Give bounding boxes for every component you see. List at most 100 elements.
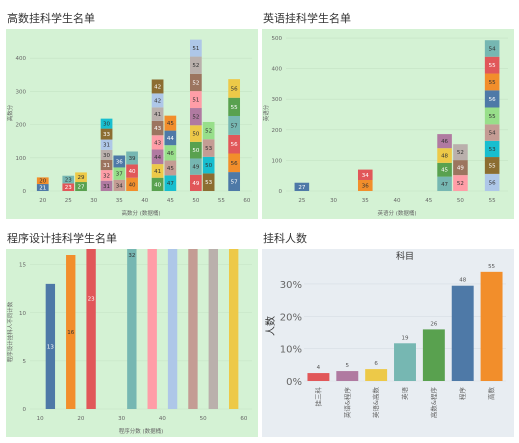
stacked-bar-segment	[151, 120, 164, 136]
stacked-bar-segment	[164, 130, 177, 146]
y-tick-label: 0%	[286, 377, 302, 388]
bar	[451, 285, 474, 381]
x-axis-label: 程序分数 (数据桶)	[119, 427, 164, 435]
bar-value-label: 26	[430, 321, 437, 327]
x-tick-label: 60	[240, 416, 247, 422]
stacked-bar-segment	[484, 40, 500, 57]
bar	[394, 343, 416, 381]
stacked-bar-segment	[66, 255, 76, 409]
y-tick-label: 20%	[280, 312, 302, 323]
stacked-bar-segment	[113, 179, 126, 191]
stacked-bar-segment	[228, 97, 241, 116]
segment-value-label: 29	[78, 175, 85, 181]
y-tick-label: 0	[23, 189, 27, 195]
stacked-bar-segment	[437, 134, 452, 149]
stacked-bar-segment	[36, 177, 49, 185]
stacked-bar-segment	[189, 73, 202, 92]
stacked-bar-segment	[189, 125, 202, 142]
programming-failed-students-chart: 0 5 10 15 10 20 30 40 50 60 程序分数 (数据桶) 程序设计挂科人不同计数 1…	[6, 249, 258, 437]
stacked-bar-segment	[484, 56, 500, 74]
bar	[480, 271, 503, 381]
stacked-bar-segment	[100, 139, 113, 150]
segment-value-label: 41	[154, 112, 161, 118]
segment-value-label: 43	[154, 140, 161, 146]
x-tick-label: 45	[167, 198, 174, 204]
stacked-bar-segment	[113, 167, 126, 180]
stacked-bar-segment	[126, 151, 138, 165]
y-tick-label: 400	[272, 67, 283, 73]
segment-value-label: 34	[362, 173, 369, 179]
segment-value-label: 30	[103, 153, 110, 159]
segment-value-label: 50	[192, 148, 199, 154]
segment-value-label: 23	[88, 296, 95, 302]
stacked-bar-segment	[228, 134, 241, 154]
segment-value-label: 31	[103, 163, 110, 169]
bar	[307, 373, 330, 381]
bar-value-label: 48	[459, 278, 466, 284]
segment-value-label: 45	[167, 166, 174, 172]
segment-value-label: 31	[103, 143, 110, 149]
segment-value-label: 44	[167, 136, 174, 142]
stacked-bar-segment	[357, 179, 373, 191]
stacked-bar-segment	[100, 170, 113, 181]
stacked-bar-segment	[164, 115, 177, 131]
segment-value-label: 54	[489, 131, 496, 137]
bar	[365, 369, 388, 381]
x-tick-label: 35	[116, 198, 123, 204]
segment-value-label: 56	[489, 180, 496, 186]
english-failed-students-chart: 0 100 200 300 400 500 25 30 35 40 45 50 55 英语分 (数据桶) 英…	[262, 29, 514, 219]
stacked-bar-segment	[189, 174, 202, 191]
stacked-bar-segment	[437, 148, 452, 163]
stacked-bar-segment	[484, 124, 500, 141]
bar-value-label: 4	[317, 365, 321, 371]
stacked-bar-segment	[75, 172, 87, 183]
y-tick-label: 300	[272, 97, 283, 103]
stacked-bar-segment	[294, 182, 310, 191]
x-tick-label: 40	[159, 416, 166, 422]
segment-value-label: 39	[129, 156, 136, 162]
stacked-bar-segment	[484, 73, 500, 91]
panel-title-english: 英语挂科学生名单	[263, 12, 351, 25]
y-tick-label: 200	[272, 128, 283, 134]
x-tick-label: 英语&程序	[342, 387, 351, 419]
segment-value-label: 52	[192, 115, 199, 121]
y-tick-label: 500	[272, 36, 283, 42]
segment-value-label: 47	[441, 182, 448, 188]
segment-value-label: 51	[192, 98, 199, 104]
stacked-bar-segment	[151, 93, 164, 108]
segment-value-label: 56	[231, 86, 238, 92]
y-tick-label: 10%	[280, 345, 302, 356]
segment-value-label: 13	[47, 344, 54, 350]
stacked-bar-segment	[151, 164, 164, 178]
x-tick-label: 高数&程序	[429, 387, 438, 419]
stacked-bar-segment	[453, 160, 468, 176]
bar-value-label: 19	[402, 335, 409, 341]
x-tick-label: 30	[330, 198, 337, 204]
stacked-bar-segment	[189, 108, 202, 126]
stacked-bar-segment	[100, 149, 113, 160]
segment-value-label: 57	[231, 180, 238, 186]
x-axis-label: 高数分 (数据桶)	[121, 209, 160, 217]
x-tick-label: 英语	[400, 387, 409, 401]
segment-value-label: 55	[489, 114, 496, 120]
stacked-bar-segment	[208, 249, 218, 409]
segment-value-label: 52	[457, 150, 464, 156]
stacked-bar-segment	[228, 115, 241, 135]
x-tick-label: 40	[394, 198, 401, 204]
bar-value-label: 55	[488, 264, 495, 270]
stacked-bar-segment	[228, 79, 241, 98]
stacked-bar-segment	[437, 176, 452, 191]
segment-value-label: 55	[231, 105, 238, 111]
segment-value-label: 48	[441, 154, 448, 160]
x-tick-label: 40	[141, 198, 148, 204]
stacked-bar-segment	[228, 172, 241, 191]
y-tick-label: 100	[272, 158, 283, 164]
stacked-bar-segment	[75, 182, 87, 191]
y-axis-label: 高数分	[6, 104, 14, 121]
segment-value-label: 21	[39, 186, 46, 192]
segment-value-label: 44	[154, 155, 161, 161]
y-tick-label: 5	[23, 359, 27, 365]
y-tick-label: 15	[19, 263, 26, 269]
segment-value-label: 16	[67, 330, 74, 336]
